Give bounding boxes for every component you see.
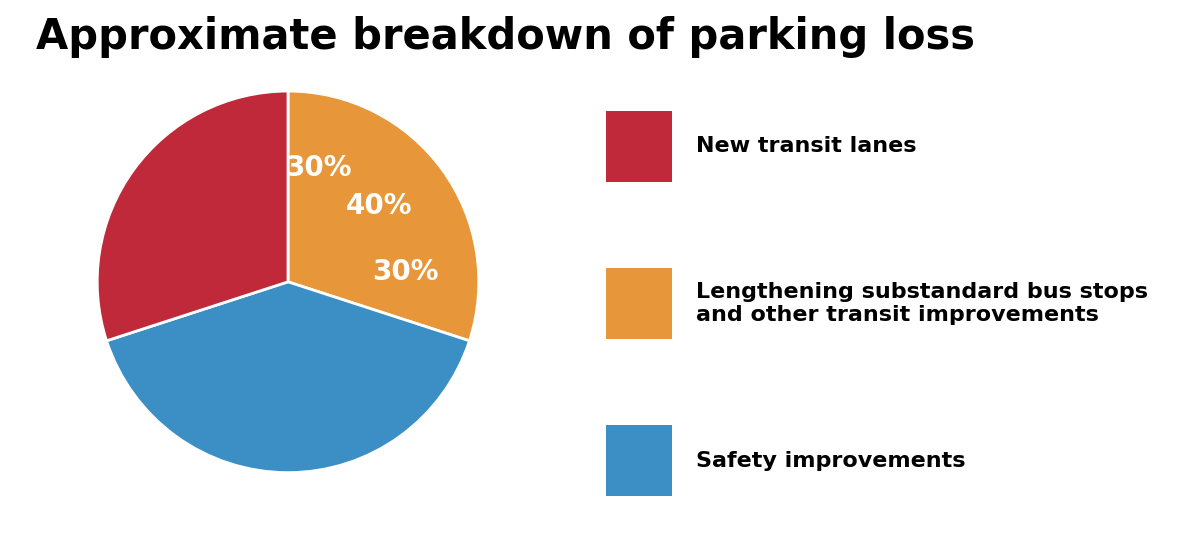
- Text: 30%: 30%: [372, 257, 439, 286]
- Wedge shape: [288, 91, 479, 341]
- Text: Approximate breakdown of parking loss: Approximate breakdown of parking loss: [36, 16, 974, 58]
- Text: 30%: 30%: [286, 153, 352, 182]
- Text: Safety improvements: Safety improvements: [696, 451, 966, 470]
- Wedge shape: [97, 91, 288, 341]
- Text: Lengthening substandard bus stops
and other transit improvements: Lengthening substandard bus stops and ot…: [696, 282, 1148, 325]
- Text: 40%: 40%: [346, 192, 412, 220]
- Text: New transit lanes: New transit lanes: [696, 137, 917, 156]
- Wedge shape: [107, 282, 469, 473]
